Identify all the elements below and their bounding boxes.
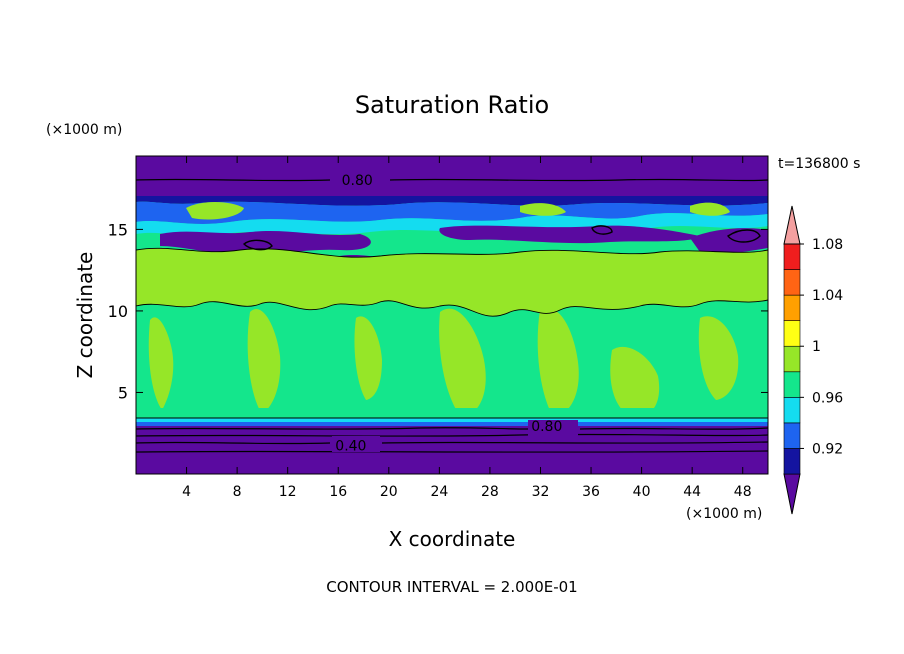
field-lightgreen-column-4 xyxy=(537,308,579,418)
contour-label: 0.80 xyxy=(531,419,562,435)
x-tick-label: 24 xyxy=(430,484,448,500)
colorbar-box xyxy=(783,320,801,347)
contour-label-bg-3 xyxy=(332,436,380,452)
colorbar-box xyxy=(783,371,801,398)
x-tick-label: 12 xyxy=(279,484,297,500)
contour-interval-footer: CONTOUR INTERVAL = 2.000E-01 xyxy=(326,578,577,596)
colorbar-extend-low xyxy=(783,473,801,515)
contour-line-0.80-bottom xyxy=(136,427,768,430)
colorbar-extend-high xyxy=(783,205,801,245)
x-axis-label: X coordinate xyxy=(389,527,516,551)
x-tick-label: 48 xyxy=(734,484,752,500)
colorbar-tick-label: 0.92 xyxy=(812,441,843,457)
contour-closed-dry-2 xyxy=(591,225,613,235)
y-axis-ticks: 5 10 15 xyxy=(108,220,768,402)
contour-line-1.00-upper xyxy=(136,247,768,258)
contour-line-0.60 xyxy=(136,433,768,437)
field-lightgreen-column-5 xyxy=(610,346,660,418)
field-lightgreen-column-7 xyxy=(354,316,382,400)
field-dry-tongue-left xyxy=(160,231,371,255)
contour-label-bg-2 xyxy=(528,420,578,436)
x-tick-label: 20 xyxy=(380,484,398,500)
field-dry-tongue-mid xyxy=(439,225,700,244)
field-lightgreen-column-1 xyxy=(148,317,174,410)
colorbar: 0.92 0.96 1 1.04 1.08 xyxy=(783,205,843,515)
y-axis-label: Z coordinate xyxy=(73,252,97,379)
contour-line-0.40 xyxy=(136,441,768,445)
contour-closed-dry-3 xyxy=(726,229,761,243)
field-dry-tongue-right xyxy=(690,228,768,254)
y-tick-label: 15 xyxy=(108,220,128,239)
x-tick-label: 4 xyxy=(182,484,191,500)
colorbar-box xyxy=(783,397,801,424)
field-upper-blue xyxy=(136,201,768,224)
contour-line-1.00-mid xyxy=(136,299,768,317)
field-moist-patch-2 xyxy=(520,203,566,216)
plot-frame xyxy=(135,155,769,475)
field-moist-patch-3 xyxy=(690,202,730,216)
colorbar-tick-label: 1.08 xyxy=(812,237,843,253)
y-tick-label: 5 xyxy=(118,383,128,402)
field-lower-cyan xyxy=(136,418,768,422)
contour-closed-dry-1 xyxy=(242,239,273,251)
colorbar-tick-label: 0.96 xyxy=(812,390,843,406)
field-upper-dry xyxy=(136,156,768,196)
x-tick-label: 32 xyxy=(532,484,550,500)
contour-label-bg-1 xyxy=(334,172,384,188)
field-moist-patch-1 xyxy=(186,202,244,220)
contour-labels: 0.80 0.80 0.40 xyxy=(335,173,562,455)
colorbar-box xyxy=(783,243,801,270)
contour-line-0.80-top xyxy=(136,178,768,182)
chart-title: Saturation Ratio xyxy=(355,91,549,119)
field-lightgreen-column-3 xyxy=(439,308,486,418)
field-lower-blue xyxy=(136,422,768,426)
x-unit-label: (×1000 m) xyxy=(686,506,762,522)
contour-label: 0.80 xyxy=(342,173,373,189)
field-lower-green xyxy=(136,408,768,418)
time-label: t=136800 s xyxy=(778,156,860,172)
field-upper-darkblue xyxy=(136,196,768,206)
plot-area xyxy=(136,156,768,474)
colorbar-box xyxy=(783,448,801,475)
field-lightgreen-column-2 xyxy=(247,309,281,414)
field-lightgreen-main xyxy=(136,248,768,317)
x-tick-label: 8 xyxy=(233,484,242,500)
y-unit-label: (×1000 m) xyxy=(46,122,122,138)
field-lower-dry xyxy=(136,426,768,474)
colorbar-box xyxy=(783,269,801,296)
x-tick-label: 16 xyxy=(329,484,347,500)
colorbar-tick-label: 1 xyxy=(812,339,821,355)
y-tick-label: 10 xyxy=(108,302,128,321)
x-tick-label: 40 xyxy=(633,484,651,500)
contour-label: 0.40 xyxy=(335,439,366,455)
x-axis-ticks: 4 8 12 16 20 24 28 32 36 40 44 48 xyxy=(182,156,752,500)
colorbar-tick-label: 1.04 xyxy=(812,288,843,304)
x-tick-label: 44 xyxy=(683,484,701,500)
x-tick-label: 28 xyxy=(481,484,499,500)
field-lightgreen-column-6 xyxy=(698,316,739,400)
colorbar-box xyxy=(783,294,801,321)
colorbar-box xyxy=(783,422,801,449)
contour-line-0.20 xyxy=(136,450,768,453)
colorbar-box xyxy=(783,345,801,373)
x-tick-label: 36 xyxy=(582,484,600,500)
